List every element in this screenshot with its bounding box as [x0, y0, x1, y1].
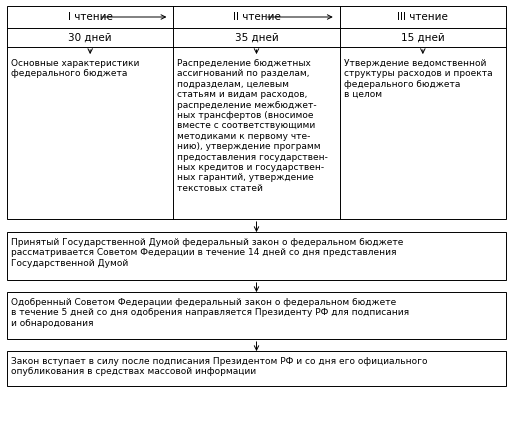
Text: Распределение бюджетных
ассигнований по разделам,
подразделам, целевым
статьям и: Распределение бюджетных ассигнований по …	[177, 59, 328, 193]
Text: II чтение: II чтение	[232, 12, 281, 22]
Text: 35 дней: 35 дней	[234, 33, 279, 42]
Bar	[7, 6, 506, 219]
Text: Закон вступает в силу после подписания Президентом РФ и со дня его официального
: Закон вступает в силу после подписания П…	[11, 357, 427, 377]
Text: Основные характеристики
федерального бюджета: Основные характеристики федерального бюд…	[11, 59, 140, 78]
Text: Одобренный Советом Федерации федеральный закон о федеральном бюджете
в течение 5: Одобренный Советом Федерации федеральный…	[11, 298, 409, 328]
Text: I чтение: I чтение	[68, 12, 113, 22]
Bar	[7, 292, 506, 339]
Text: 15 дней: 15 дней	[401, 33, 445, 42]
Text: Утверждение ведомственной
структуры расходов и проекта
федерального бюджета
в це: Утверждение ведомственной структуры расх…	[344, 59, 492, 99]
Text: 30 дней: 30 дней	[68, 33, 112, 42]
Bar	[7, 351, 506, 386]
Bar	[7, 232, 506, 280]
Text: III чтение: III чтение	[398, 12, 448, 22]
Text: Принятый Государственной Думой федеральный закон о федеральном бюджете
рассматри: Принятый Государственной Думой федеральн…	[11, 238, 403, 268]
